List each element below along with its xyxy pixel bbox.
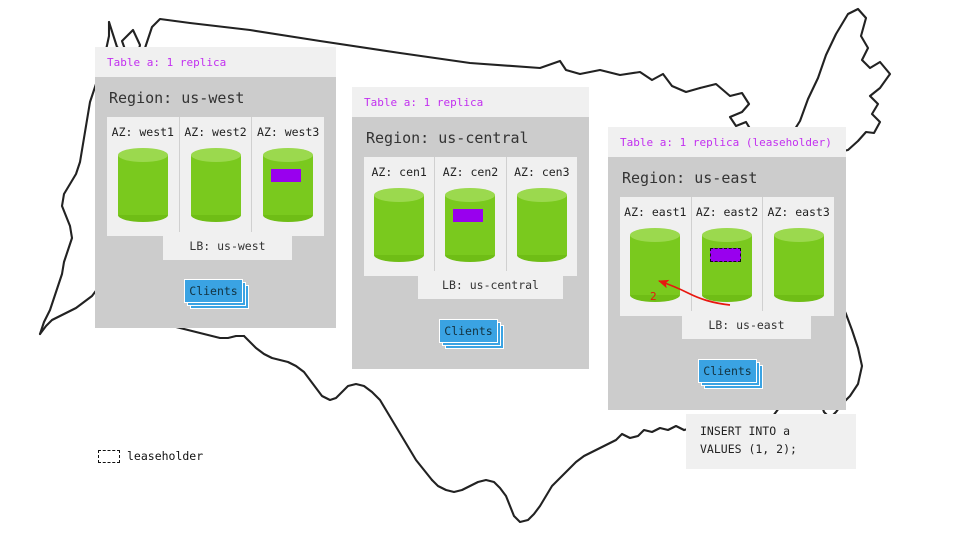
- region-title-us-west: Region: us-west: [109, 89, 245, 107]
- cylinder-body: [445, 195, 496, 255]
- node-cylinder-cen2[interactable]: [445, 188, 496, 262]
- clients-stack-sheet: [698, 359, 757, 383]
- az-label-cen3: AZ: cen3: [514, 165, 570, 179]
- legend: leaseholder: [98, 449, 203, 463]
- cylinder-body: [630, 235, 681, 295]
- cylinder-body: [516, 195, 567, 255]
- cylinder-body: [773, 235, 824, 295]
- load-balancer-us-central[interactable]: LB: us-central: [418, 271, 563, 299]
- az-label-west3: AZ: west3: [257, 125, 320, 139]
- az-strip-us-central: AZ: cen1 AZ: cen2: [364, 157, 577, 276]
- leaseholder-swatch-icon: [98, 449, 120, 463]
- clients-stack-sheet: [439, 319, 498, 343]
- region-panel-us-east: Table a: 1 replica (leaseholder) Region:…: [608, 127, 846, 410]
- node-cylinder-west3[interactable]: [263, 148, 314, 222]
- sql-statement-box: INSERT INTO a VALUES (1, 2);: [686, 414, 856, 469]
- clients-button-us-west[interactable]: Clients: [184, 279, 249, 309]
- cylinder-body: [702, 235, 752, 295]
- load-balancer-us-west[interactable]: LB: us-west: [163, 232, 292, 260]
- az-cell-cen2[interactable]: AZ: cen2: [435, 157, 507, 276]
- az-cell-cen3[interactable]: AZ: cen3: [507, 157, 577, 276]
- cylinder-body: [117, 155, 168, 215]
- node-cylinder-west1[interactable]: [117, 148, 168, 222]
- region-title-us-east: Region: us-east: [622, 169, 758, 187]
- replica-chip-cen2: [453, 209, 484, 222]
- az-label-west2: AZ: west2: [184, 125, 247, 139]
- az-cell-cen1[interactable]: AZ: cen1: [364, 157, 436, 276]
- clients-stack-sheet: [184, 279, 243, 303]
- node-cylinder-cen3[interactable]: [516, 188, 567, 262]
- cylinder-body: [190, 155, 241, 215]
- cylinder-top: [516, 188, 567, 202]
- legend-label: leaseholder: [127, 449, 204, 463]
- node-cylinder-east3[interactable]: [773, 228, 824, 302]
- cylinder-top: [374, 188, 425, 202]
- az-label-cen2: AZ: cen2: [442, 165, 499, 179]
- replica-banner-us-central: Table a: 1 replica: [352, 87, 589, 117]
- node-cylinder-west2[interactable]: [190, 148, 241, 222]
- az-label-east2: AZ: east2: [695, 205, 759, 219]
- az-cell-west1[interactable]: AZ: west1: [107, 117, 180, 236]
- cylinder-body: [263, 155, 314, 215]
- az-strip-us-west: AZ: west1 AZ: west2: [107, 117, 324, 236]
- cylinder-top: [117, 148, 168, 162]
- region-title-us-central: Region: us-central: [366, 129, 529, 147]
- node-cylinder-cen1[interactable]: [374, 188, 425, 262]
- load-balancer-us-east[interactable]: LB: us-east: [682, 311, 811, 339]
- az-cell-east3[interactable]: AZ: east3: [763, 197, 834, 316]
- az-cell-west2[interactable]: AZ: west2: [180, 117, 253, 236]
- az-label-east3: AZ: east3: [767, 205, 830, 219]
- az-label-cen1: AZ: cen1: [371, 165, 427, 179]
- cylinder-top: [190, 148, 241, 162]
- cylinder-top: [445, 188, 496, 202]
- node-cylinder-east2[interactable]: [702, 228, 752, 302]
- cylinder-top: [630, 228, 681, 242]
- replica-chip-west3: [271, 169, 302, 182]
- cylinder-top: [702, 228, 752, 242]
- arrow-step-label: 2: [650, 290, 657, 303]
- az-label-west1: AZ: west1: [111, 125, 174, 139]
- cylinder-top: [263, 148, 314, 162]
- az-cell-west3[interactable]: AZ: west3: [252, 117, 324, 236]
- az-cell-east2[interactable]: AZ: east2: [692, 197, 764, 316]
- cylinder-body: [374, 195, 425, 255]
- clients-button-us-east[interactable]: Clients: [698, 359, 763, 389]
- cylinder-top: [773, 228, 824, 242]
- region-panel-us-central: Table a: 1 replica Region: us-central AZ…: [352, 87, 589, 369]
- clients-button-us-central[interactable]: Clients: [439, 319, 504, 349]
- region-panel-us-west: Table a: 1 replica Region: us-west AZ: w…: [95, 47, 336, 328]
- leaseholder-chip-east2: [710, 248, 741, 262]
- az-label-east1: AZ: east1: [624, 205, 687, 219]
- replica-banner-us-east: Table a: 1 replica (leaseholder): [608, 127, 846, 157]
- replica-banner-us-west: Table a: 1 replica: [95, 47, 336, 77]
